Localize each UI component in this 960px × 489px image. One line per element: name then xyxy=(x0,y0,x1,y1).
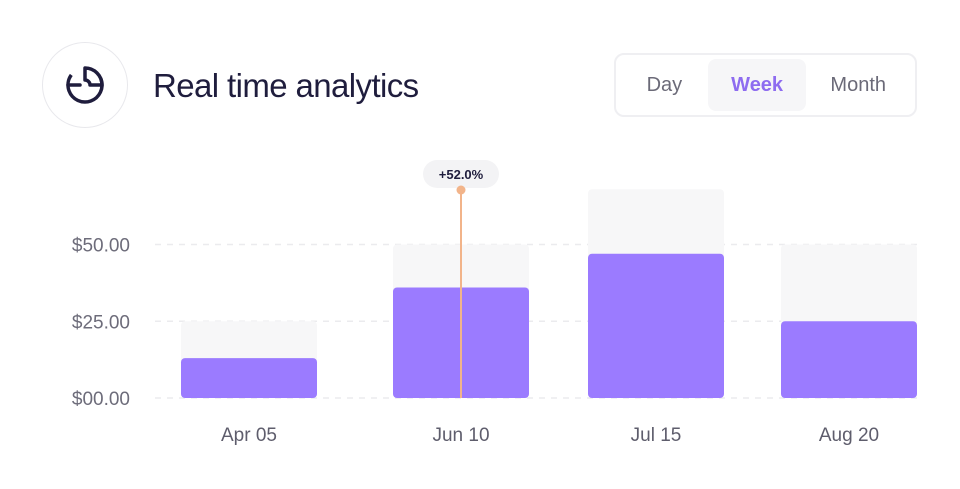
y-tick-label: $25.00 xyxy=(72,312,130,333)
page-title: Real time analytics xyxy=(153,67,419,104)
x-tick-label: Aug 20 xyxy=(819,425,879,446)
logo-badge xyxy=(42,42,128,128)
bar xyxy=(781,321,917,398)
tab-month[interactable]: Month xyxy=(830,73,887,96)
range-toggle: Day Week Month xyxy=(614,53,917,117)
tooltip-label: +52.0% xyxy=(439,167,484,182)
y-tick-label: $00.00 xyxy=(72,389,130,410)
tab-day[interactable]: Day xyxy=(646,73,683,96)
bar xyxy=(588,253,724,398)
x-tick-label: Jun 10 xyxy=(432,425,489,446)
x-tick-label: Apr 05 xyxy=(221,425,277,446)
tooltip-dot xyxy=(456,185,466,195)
x-tick-label: Jul 15 xyxy=(631,425,682,446)
y-tick-label: $50.00 xyxy=(72,236,130,257)
bar xyxy=(181,358,317,398)
tab-week[interactable]: Week xyxy=(707,59,807,111)
tooltip-bubble xyxy=(423,160,499,188)
analytics-donut-icon xyxy=(66,66,104,104)
